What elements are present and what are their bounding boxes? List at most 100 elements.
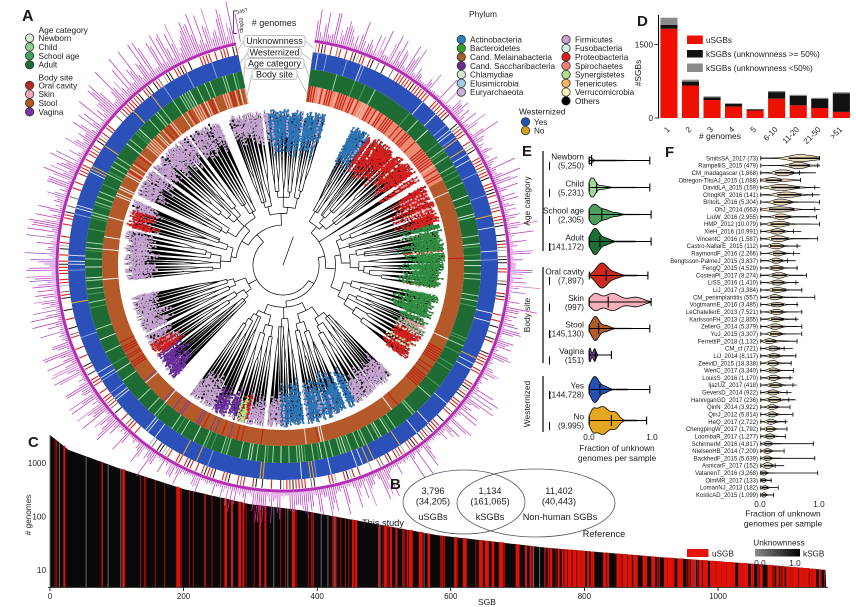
svg-text:Body site: Body site — [256, 70, 293, 80]
svg-text:B: B — [390, 476, 401, 493]
svg-text:SmitsSA_2017 (73): SmitsSA_2017 (73) — [706, 156, 758, 162]
svg-text:# genomes: # genomes — [24, 495, 33, 536]
svg-text:3,796: 3,796 — [422, 486, 445, 496]
svg-text:Age category: Age category — [39, 25, 89, 35]
svg-text:RaymondF_2016 (2,266): RaymondF_2016 (2,266) — [691, 252, 758, 258]
svg-text:Newborn: Newborn — [551, 152, 584, 161]
svg-text:Oral cavity: Oral cavity — [545, 267, 585, 276]
svg-text:1500: 1500 — [635, 41, 654, 50]
svg-text:0.0: 0.0 — [754, 500, 766, 509]
svg-text:CM_madagascar (1,868): CM_madagascar (1,868) — [692, 171, 758, 177]
svg-text:800: 800 — [578, 592, 592, 601]
svg-text:XieH_2016 (10,991): XieH_2016 (10,991) — [704, 230, 758, 236]
svg-text:genomes per sample: genomes per sample — [578, 453, 657, 463]
svg-text:AsnicarF_2017 (152): AsnicarF_2017 (152) — [702, 464, 758, 470]
svg-text:FerrettiP_2018 (1,132): FerrettiP_2018 (1,132) — [698, 339, 758, 345]
svg-text:#SGBs: #SGBs — [633, 60, 643, 87]
svg-text:2: 2 — [684, 125, 694, 135]
svg-text:11,402: 11,402 — [545, 486, 572, 496]
svg-text:10: 10 — [37, 566, 47, 575]
svg-text:Age category: Age category — [248, 59, 302, 69]
svg-text:Actinobacteria: Actinobacteria — [470, 36, 522, 45]
svg-text:1.0: 1.0 — [789, 559, 801, 568]
svg-text:Verrucomicrobia: Verrucomicrobia — [575, 88, 635, 97]
svg-text:Child: Child — [565, 179, 584, 188]
svg-text:Unknownness: Unknownness — [246, 36, 303, 46]
svg-text:# genomes: # genomes — [699, 131, 741, 141]
svg-text:SchirmerM_2016 (4,817): SchirmerM_2016 (4,817) — [692, 442, 758, 448]
svg-text:NielsenHB_2014 (7,209): NielsenHB_2014 (7,209) — [692, 449, 758, 455]
svg-text:ZellerG_2014 (5,379): ZellerG_2014 (5,379) — [701, 325, 758, 331]
svg-text:KarlssonFH_2013 (2,855): KarlssonFH_2013 (2,855) — [689, 317, 758, 323]
svg-text:3457: 3457 — [236, 7, 248, 16]
svg-text:OhJ_2014 (663): OhJ_2014 (663) — [715, 208, 758, 214]
svg-text:Fusobacteria: Fusobacteria — [575, 44, 623, 53]
svg-text:(997): (997) — [565, 303, 584, 312]
svg-text:Child: Child — [39, 43, 58, 52]
svg-text:(2,305): (2,305) — [558, 215, 584, 224]
svg-text:0: 0 — [648, 114, 653, 123]
svg-text:Newborn: Newborn — [39, 34, 72, 43]
svg-text:Westernized: Westernized — [519, 107, 566, 117]
svg-text:LeChatelierE_2013 (7,521): LeChatelierE_2013 (7,521) — [686, 310, 758, 316]
svg-text:QinJ_2012 (5,814): QinJ_2012 (5,814) — [708, 413, 758, 419]
svg-text:1,134: 1,134 — [479, 486, 502, 496]
svg-text:Spirochaetes: Spirochaetes — [575, 62, 623, 71]
svg-text:Synergistetes: Synergistetes — [575, 71, 625, 80]
svg-text:LomanNJ_2013 (182): LomanNJ_2013 (182) — [700, 486, 758, 492]
svg-text:HanniganGD_2017 (236): HanniganGD_2017 (236) — [691, 398, 758, 404]
svg-text:200: 200 — [177, 592, 191, 601]
svg-text:log10: log10 — [239, 18, 245, 30]
svg-text:Bacteroidetes: Bacteroidetes — [470, 44, 520, 53]
svg-text:Euryarchaeota: Euryarchaeota — [470, 88, 524, 97]
svg-text:Castro-NallarE_2015 (112): Castro-NallarE_2015 (112) — [687, 244, 758, 250]
svg-text:# genomes: # genomes — [252, 18, 297, 28]
svg-text:Vagina: Vagina — [559, 347, 584, 356]
svg-text:(7,897): (7,897) — [558, 276, 584, 285]
svg-text:RampelliS_2015 (479): RampelliS_2015 (479) — [698, 164, 758, 170]
svg-text:Obregon-TitoAJ_2015 (1,088): Obregon-TitoAJ_2015 (1,088) — [679, 178, 759, 184]
svg-text:(144,728): (144,728) — [549, 390, 584, 399]
svg-text:Others: Others — [575, 97, 600, 106]
svg-text:Yes: Yes — [534, 118, 547, 127]
svg-text:LiSS_2016 (1,410): LiSS_2016 (1,410) — [708, 281, 758, 287]
svg-text:(141,172): (141,172) — [549, 242, 584, 251]
svg-text:uSGBs: uSGBs — [418, 512, 448, 522]
svg-text:(151): (151) — [565, 356, 584, 365]
svg-text:Fraction of unknown: Fraction of unknown — [579, 443, 655, 453]
svg-text:LiJ_2017 (3,384): LiJ_2017 (3,384) — [713, 288, 758, 294]
svg-text:QinN_2014 (3,922): QinN_2014 (3,922) — [707, 405, 758, 411]
svg-text:Stool: Stool — [39, 99, 58, 108]
svg-text:KosticAD_2015 (1,099): KosticAD_2015 (1,099) — [696, 493, 758, 499]
svg-text:No: No — [574, 412, 585, 421]
svg-text:Proteobacteria: Proteobacteria — [575, 53, 629, 62]
svg-text:3: 3 — [705, 125, 715, 135]
svg-text:OlmMR_2017 (133): OlmMR_2017 (133) — [705, 478, 758, 484]
svg-text:Non-human SGBs: Non-human SGBs — [523, 512, 598, 522]
svg-text:1.0: 1.0 — [813, 500, 825, 509]
svg-text:LoombaR_2017 (1,277): LoombaR_2017 (1,277) — [695, 435, 758, 441]
svg-text:0.0: 0.0 — [754, 559, 766, 568]
svg-text:Body site: Body site — [522, 297, 532, 332]
svg-text:Age category: Age category — [522, 176, 532, 226]
svg-text:Stool: Stool — [565, 320, 584, 329]
svg-text:Adult: Adult — [39, 61, 58, 70]
svg-text:Phylum: Phylum — [469, 9, 497, 19]
svg-text:This study: This study — [362, 518, 404, 528]
svg-text:YuJ_2015 (3,307): YuJ_2015 (3,307) — [711, 332, 758, 338]
svg-text:Adult: Adult — [565, 233, 584, 242]
svg-text:DavidLA_2015 (159): DavidLA_2015 (159) — [703, 186, 758, 192]
svg-text:ZeeviD_2015 (18,338): ZeeviD_2015 (18,338) — [698, 361, 758, 367]
svg-text:BackhedF_2015 (5,639): BackhedF_2015 (5,639) — [694, 456, 758, 462]
svg-text:Tenericutes: Tenericutes — [575, 79, 617, 88]
svg-text:kSGB: kSGB — [803, 550, 825, 559]
svg-text:Firmicutes: Firmicutes — [575, 36, 613, 45]
svg-text:Skin: Skin — [39, 90, 55, 99]
svg-text:Cand. Saccharibacteria: Cand. Saccharibacteria — [470, 62, 556, 71]
svg-text:F: F — [665, 144, 674, 161]
svg-text:Westernized: Westernized — [250, 48, 300, 58]
svg-text:BritoIL_2016 (5,304): BritoIL_2016 (5,304) — [703, 200, 758, 206]
svg-text:1000: 1000 — [709, 592, 727, 601]
svg-text:(9,995): (9,995) — [558, 421, 584, 430]
svg-text:Westernized: Westernized — [522, 380, 532, 427]
